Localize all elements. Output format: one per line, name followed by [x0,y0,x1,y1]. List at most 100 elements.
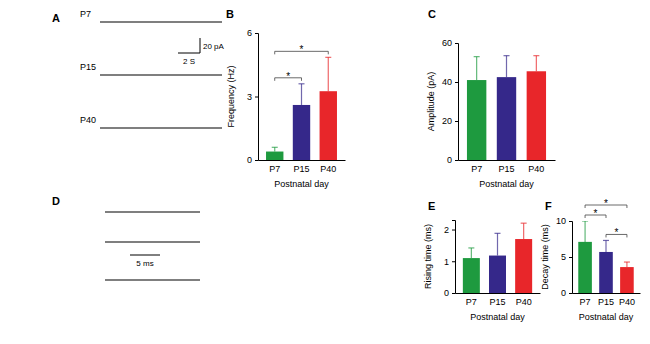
bar [320,91,337,160]
x-axis: P7 P15 P40 [459,160,556,174]
figure: AP7P15P4020 pA2 SD5 msB036P7P15P40Postna… [0,0,650,344]
y-tick-mark [452,261,455,262]
error-bar-stem [626,262,627,267]
y-tick: 10 [556,216,572,226]
bar-chart: F0510P7P15P40Postnatal dayDecay time (ms… [540,198,641,322]
y-tick-label: 20 [442,116,452,126]
panel-letter: E [428,200,435,212]
y-tick-mark [569,293,572,294]
y-tick-mark [569,221,572,222]
error-bar-cap [582,221,588,222]
bar [515,239,532,293]
y-tick-label: 2 [444,225,449,235]
y-axis-title: Frequency (Hz) [226,65,236,127]
x-tick: P7 [471,160,482,174]
error-bar-stem [523,223,524,239]
y-tick-label: 6 [247,28,252,38]
bar [599,252,613,293]
error-bar-cap [504,55,510,56]
x-tick-label: P7 [269,164,280,174]
error-bar-stem [476,57,477,80]
y-tick-label: 0 [247,155,252,165]
x-tick: P15 [293,160,309,174]
y-tick-mark [455,160,458,161]
trace-label: P40 [80,115,96,125]
error-bar-cap [272,147,278,148]
scale-bar [200,38,201,53]
trace-baseline [100,127,222,129]
x-axis-title: Postnatal day [470,312,525,322]
y-tick-label: 10 [556,216,566,226]
bar-chart: C0204060P7P15P40Postnatal dayAmplitude (… [426,8,556,189]
panel-letter: C [428,8,436,20]
x-axis-line [259,160,346,161]
trace-baseline [105,211,200,213]
y-tick-mark [452,293,455,294]
plot-marks [463,223,532,293]
error-bar-stem [536,56,537,72]
y-axis: 0 5 10 [556,216,573,298]
error-bar-cap [495,233,501,234]
trace-label: P15 [80,62,96,72]
error-bar-cap [325,57,331,58]
error-bar [504,56,510,77]
x-axis-title: Postnatal day [579,312,634,322]
y-tick: 0 [561,288,572,298]
y-tick-mark [569,257,572,258]
error-bar-stem [497,233,498,255]
trace-baseline [105,279,200,281]
bar [463,258,480,293]
trace-baseline [100,74,222,76]
x-tick-label: P15 [293,164,309,174]
bar-chart: E012P7P15P40Postnatal dayRising time (ms… [423,200,541,322]
bar [527,71,546,160]
error-bar-stem [328,57,329,91]
y-tick-mark [255,97,258,98]
x-tick-label: P7 [580,297,591,307]
error-bar [468,248,474,258]
y-tick: 20 [442,116,458,126]
significance-label: * [286,71,290,82]
x-tick-label: P40 [516,297,532,307]
y-axis-title: Rising time (ms) [423,224,433,289]
plot-marks [578,221,633,293]
y-tick-mark [255,33,258,34]
y-axis: 036 [247,28,259,165]
trace-panel: D5 ms [52,195,200,280]
error-bar-stem [605,240,606,252]
significance-label: * [594,208,598,219]
error-bar-cap [468,247,474,248]
panel-letter: A [52,12,60,24]
error-bar-cap [603,240,609,241]
y-tick: 1 [444,257,455,267]
scale-bar-label: 20 pA [203,42,225,51]
x-axis: P7P15P40 [573,293,641,307]
scale-bar-label: 2 S [183,57,195,66]
y-tick-label: 0 [561,288,566,298]
error-bar-stem [301,84,302,105]
panel-letter: D [52,195,60,207]
x-axis: P7 P15 P40 [259,160,346,174]
trace-panel: AP7P15P4020 pA2 S [52,9,225,128]
y-tick-label: 0 [447,155,452,165]
bar-chart: B036P7P15P40Postnatal dayFrequency (Hz)*… [226,8,346,189]
error-bar [299,84,305,105]
error-bar-stem [274,147,275,151]
error-bar [603,240,609,252]
y-axis-line [255,34,259,161]
x-axis-title: Postnatal day [274,179,329,189]
error-bar-cap [624,261,630,262]
x-tick-label: P15 [489,297,505,307]
x-tick-label: P40 [528,164,544,174]
error-bar [474,57,480,80]
bar [489,256,506,293]
bar [578,242,592,293]
x-tick: P40 [320,160,336,174]
y-tick: 5 [561,252,572,262]
y-tick: 2 [444,225,455,235]
plot-marks [266,57,337,160]
x-tick-label: P40 [320,164,336,174]
panel-letter: F [545,200,552,212]
x-tick: P15 [498,160,514,174]
bar [497,77,516,160]
